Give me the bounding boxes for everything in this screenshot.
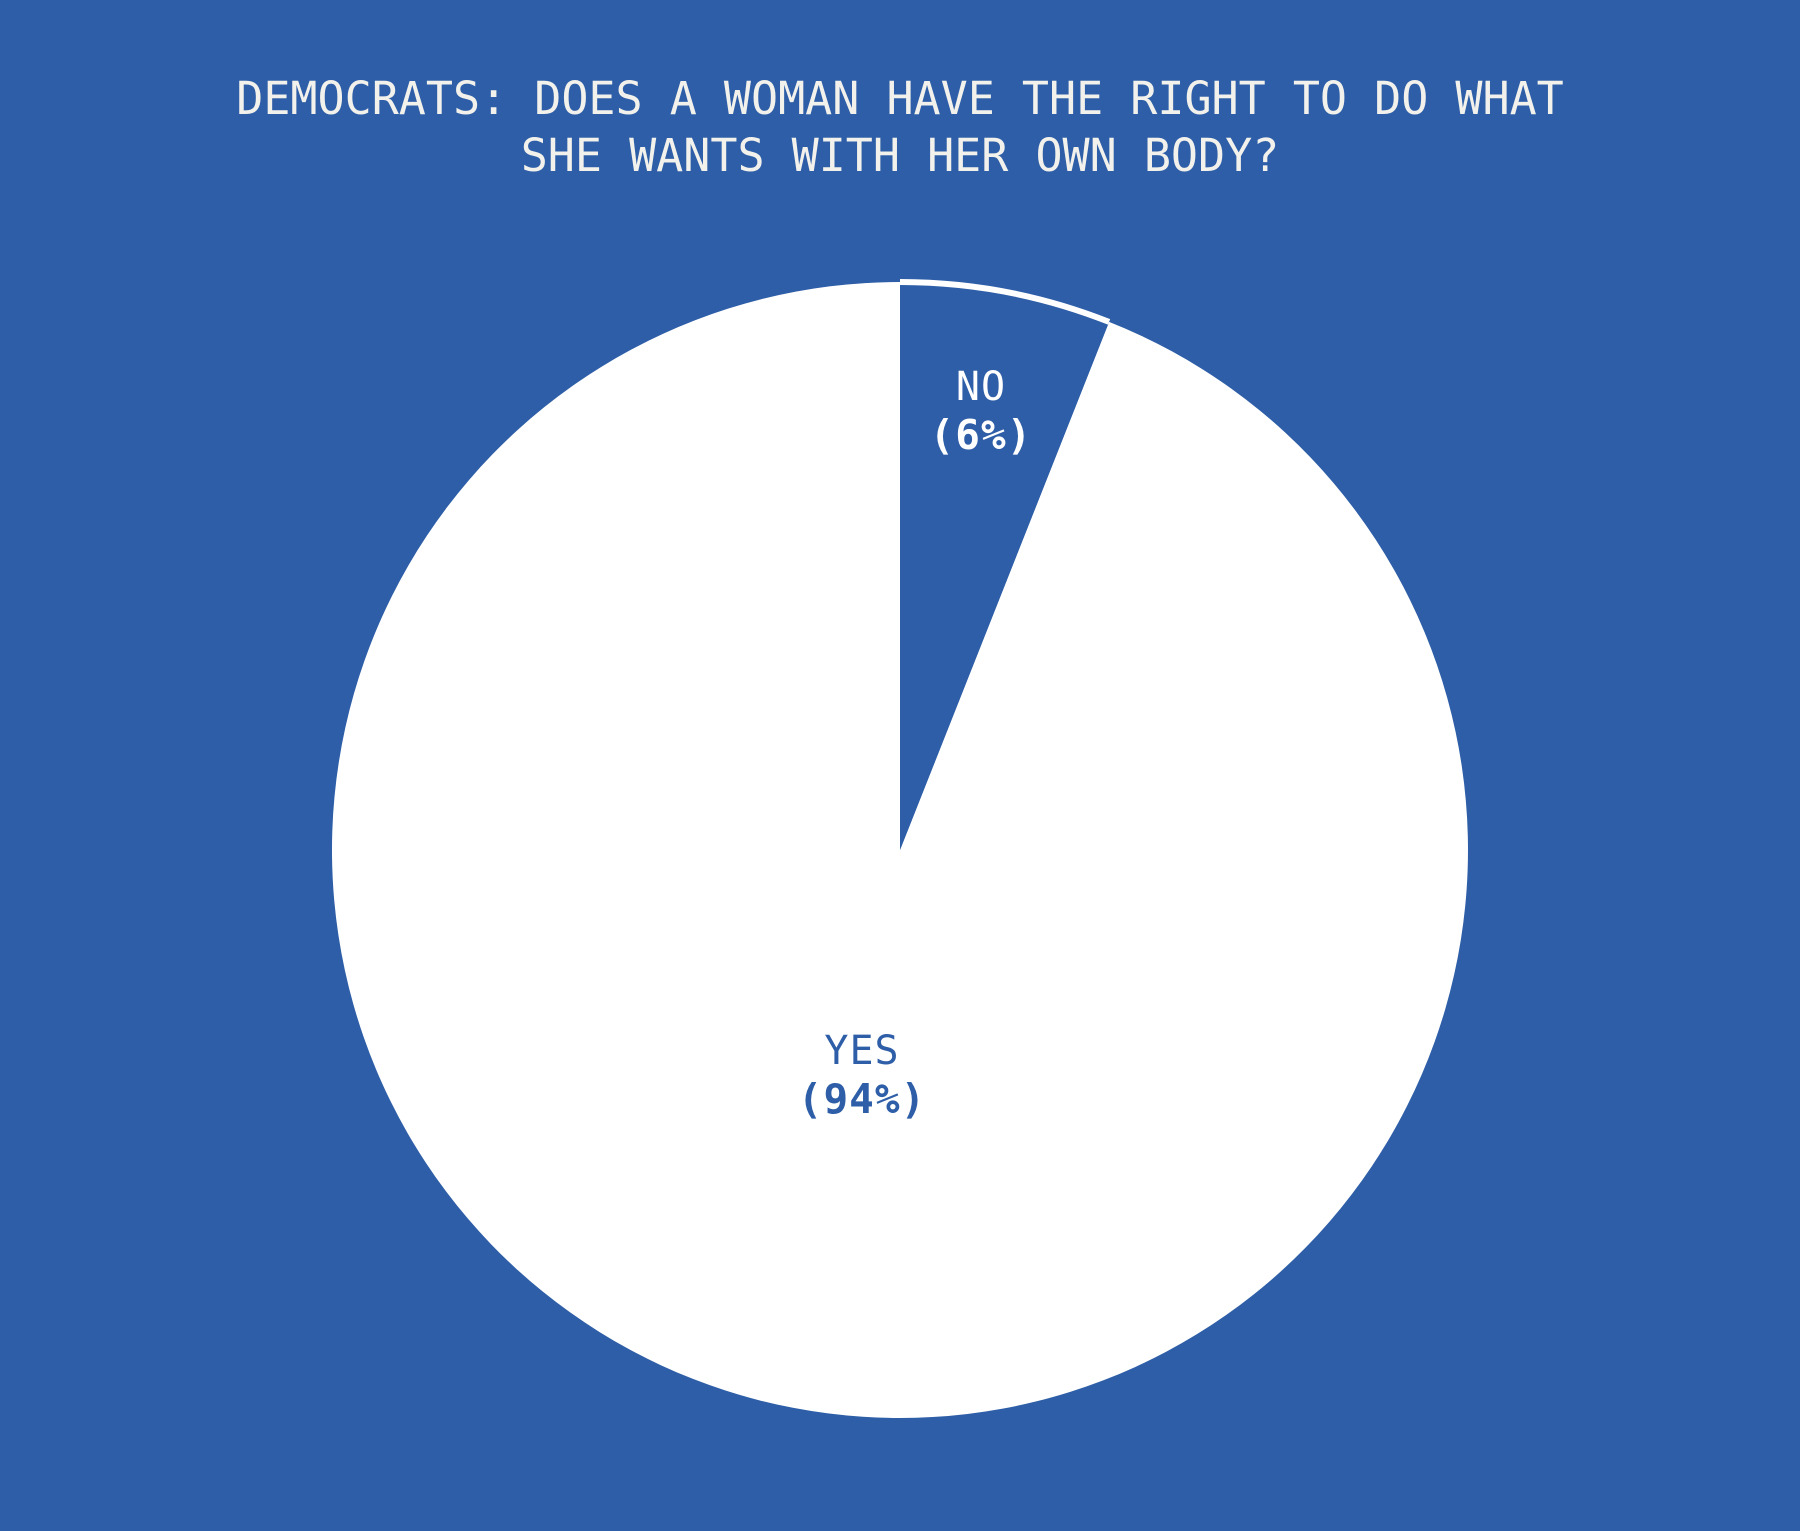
pie-slice-no-arc-outline (899, 279, 1111, 325)
pie-label-no: NO (6%) (930, 363, 1033, 459)
pie-label-yes-name: YES (824, 1028, 900, 1074)
pie-label-no-percent: (6%) (929, 411, 1033, 459)
pie-label-yes: YES (94%) (798, 1027, 926, 1123)
chart-title-line2: SHE WANTS WITH HER OWN BODY? (520, 129, 1280, 182)
pie-label-yes-percent: (94%) (797, 1075, 927, 1123)
chart-title: DEMOCRATS: DOES A WOMAN HAVE THE RIGHT T… (0, 70, 1800, 184)
chart-title-line1: DEMOCRATS: DOES A WOMAN HAVE THE RIGHT T… (236, 72, 1564, 125)
pie-slice-no (900, 282, 1110, 850)
pie-label-no-name: NO (955, 364, 1007, 410)
pie-slice-yes (331, 281, 1468, 1418)
